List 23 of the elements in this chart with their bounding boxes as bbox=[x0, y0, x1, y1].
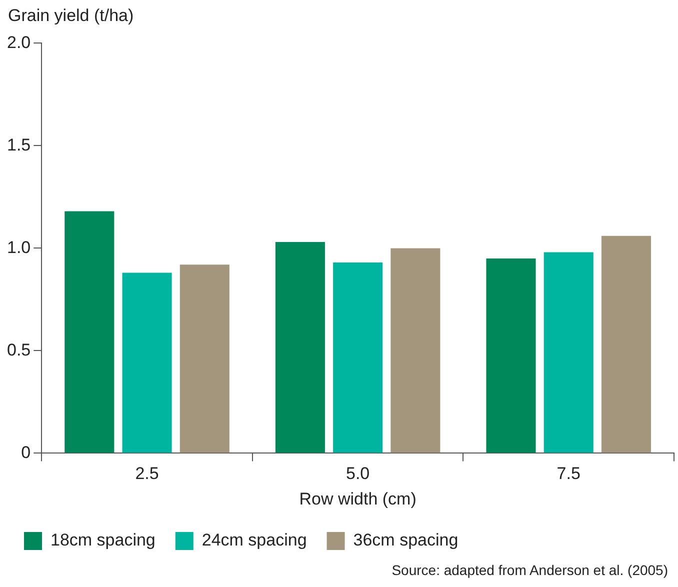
bar bbox=[275, 242, 325, 453]
y-tick-label: 0.5 bbox=[6, 340, 31, 360]
bar bbox=[122, 272, 172, 453]
bar bbox=[544, 252, 594, 453]
bar bbox=[486, 258, 536, 453]
x-tick-label: 2.5 bbox=[135, 464, 159, 484]
source-note: Source: adapted from Anderson et al. (2005) bbox=[392, 562, 668, 578]
bar bbox=[601, 236, 651, 453]
legend-label: 18cm spacing bbox=[50, 530, 156, 550]
y-tick-label: 1.5 bbox=[6, 135, 31, 154]
x-tick-label: 5.0 bbox=[346, 464, 370, 484]
bar bbox=[64, 211, 114, 453]
x-tick-label: 7.5 bbox=[556, 464, 580, 484]
bar bbox=[333, 262, 383, 453]
legend-label: 36cm spacing bbox=[353, 530, 458, 550]
y-tick-label: 2.0 bbox=[6, 32, 31, 52]
x-axis-title: Row width (cm) bbox=[299, 489, 416, 508]
y-tick-label: 1.0 bbox=[6, 238, 31, 257]
y-tick-label: 0 bbox=[21, 442, 31, 462]
bar bbox=[180, 264, 230, 453]
legend-label: 24cm spacing bbox=[202, 530, 307, 550]
bar bbox=[390, 248, 440, 453]
y-axis-title: Grain yield (t/ha) bbox=[8, 6, 134, 26]
